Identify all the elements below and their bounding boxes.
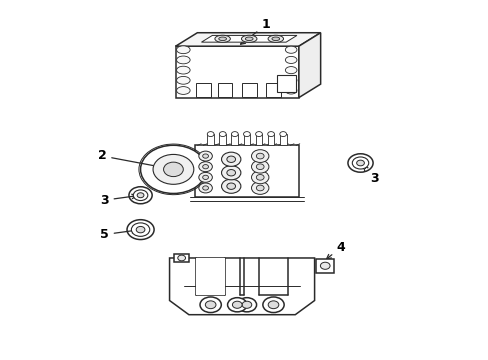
Circle shape [267,132,274,136]
Ellipse shape [285,67,296,74]
Circle shape [178,255,185,261]
Circle shape [205,301,216,309]
Circle shape [153,154,193,184]
Ellipse shape [271,37,279,41]
Bar [231,134,238,145]
Circle shape [351,157,368,169]
Circle shape [127,220,154,239]
Bar [277,75,296,92]
Circle shape [251,181,268,194]
Circle shape [256,185,264,191]
Ellipse shape [176,76,190,84]
Circle shape [227,298,246,312]
Polygon shape [196,258,224,295]
Circle shape [226,170,235,176]
Ellipse shape [285,57,296,63]
Circle shape [137,193,143,198]
Circle shape [199,172,212,182]
Circle shape [231,132,238,136]
Bar [255,134,262,145]
Circle shape [202,186,208,190]
Circle shape [129,187,152,204]
Circle shape [200,297,221,312]
Bar [279,134,286,145]
Circle shape [237,298,256,312]
Circle shape [163,162,183,177]
Circle shape [256,164,264,170]
Text: 4: 4 [326,241,345,259]
Bar [265,83,280,97]
Circle shape [219,132,225,136]
Circle shape [251,160,268,173]
Bar [207,134,214,145]
Circle shape [221,179,241,193]
Ellipse shape [176,66,190,74]
Polygon shape [169,258,314,315]
Text: 5: 5 [100,228,136,241]
Circle shape [243,132,250,136]
Circle shape [320,262,329,269]
Ellipse shape [176,87,190,94]
Bar [267,134,274,145]
Circle shape [226,156,235,162]
Polygon shape [175,46,298,98]
Polygon shape [298,33,320,98]
Circle shape [202,154,208,158]
Circle shape [202,165,208,169]
Ellipse shape [176,56,190,64]
Bar [174,253,188,262]
Ellipse shape [245,37,253,41]
Circle shape [199,183,212,193]
Polygon shape [201,35,296,42]
Circle shape [202,175,208,180]
Circle shape [140,145,206,193]
Circle shape [232,301,242,308]
Circle shape [207,132,214,136]
Circle shape [356,160,364,166]
Circle shape [221,166,241,180]
Bar [243,134,250,145]
Circle shape [267,301,278,309]
Bar [196,83,210,97]
Text: 2: 2 [97,149,169,170]
Bar [242,83,256,97]
Ellipse shape [218,37,226,41]
Circle shape [347,154,372,172]
Bar [219,134,225,145]
Ellipse shape [241,35,256,42]
Circle shape [251,150,268,162]
Circle shape [221,152,241,166]
Text: 3: 3 [363,166,378,185]
Ellipse shape [285,46,296,53]
Polygon shape [195,145,298,197]
Circle shape [255,132,262,136]
Ellipse shape [176,46,190,54]
Circle shape [256,175,264,180]
Text: 1: 1 [240,18,270,44]
Circle shape [242,301,251,308]
Circle shape [256,153,264,159]
Bar [218,83,232,97]
Text: 3: 3 [100,194,136,207]
Ellipse shape [267,35,283,42]
Ellipse shape [285,87,296,94]
Circle shape [199,162,212,172]
Circle shape [199,151,212,161]
Circle shape [136,226,144,233]
Circle shape [279,132,286,136]
Ellipse shape [285,77,296,84]
Circle shape [251,171,268,184]
Circle shape [263,297,284,312]
Circle shape [226,183,235,189]
Circle shape [133,190,147,201]
Ellipse shape [214,35,230,42]
Bar [315,259,334,273]
Circle shape [131,223,149,237]
Polygon shape [175,33,320,46]
